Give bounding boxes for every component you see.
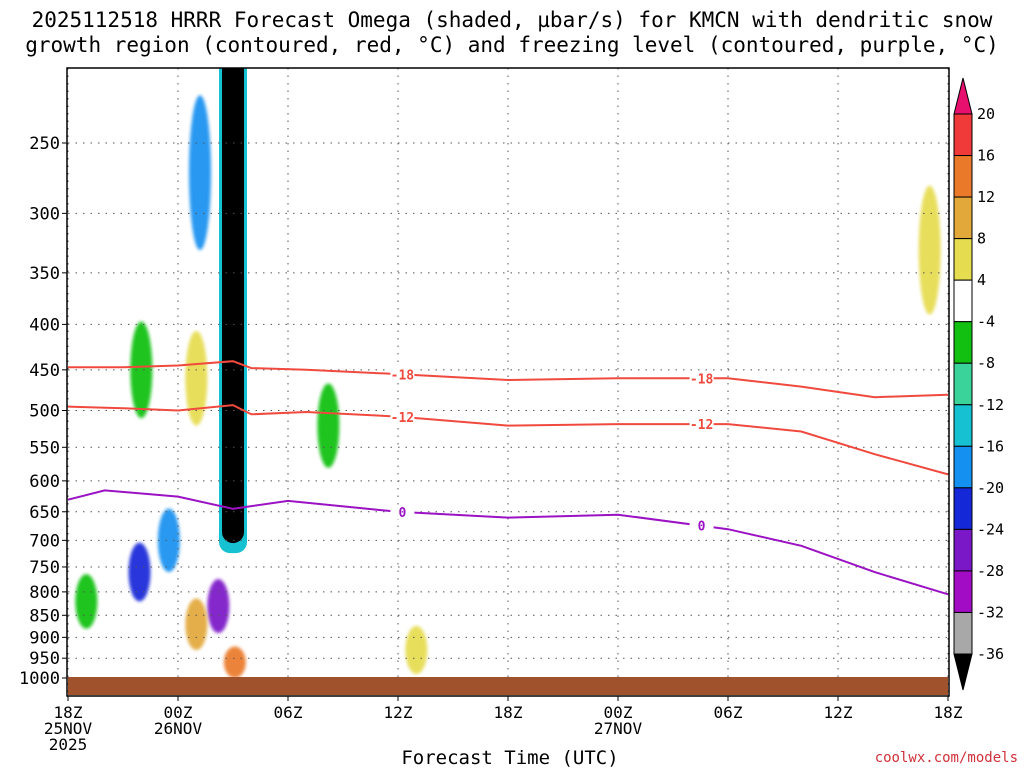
y-tick-label: 350 (29, 264, 60, 284)
omega-feature (185, 331, 208, 426)
omega-feature (128, 542, 151, 602)
colorbar-label: 8 (977, 230, 986, 248)
contour-label-bg (390, 504, 415, 519)
x-tick-label: 12Z (384, 703, 413, 722)
chart-title-line1: 2025112518 HRRR Forecast Omega (shaded, … (31, 8, 993, 32)
y-tick-label: 600 (29, 472, 60, 492)
y-tick-label: 950 (29, 649, 60, 669)
colorbar-label: -16 (977, 437, 1004, 455)
colorbar-label: -24 (977, 520, 1004, 538)
x-tick-label: 12Z (824, 703, 853, 722)
omega-feature (157, 508, 180, 573)
colorbar-label: -28 (977, 562, 1004, 580)
y-tick-label: 800 (29, 583, 60, 603)
y-tick-label: 300 (29, 204, 60, 224)
x-tick-label: 06Z (714, 703, 743, 722)
contour-label-bg (689, 518, 714, 533)
colorbar-swatch (953, 155, 973, 198)
x-tick-label: 18Z (54, 703, 83, 722)
y-tick-label: 550 (29, 438, 60, 458)
contour-label-bg (689, 371, 714, 386)
x-tick-label: 26NOV (154, 719, 203, 738)
x-tick-label: 00Z (164, 703, 193, 722)
omega-feature (317, 383, 340, 468)
colorbar-label: -4 (977, 313, 995, 331)
contour-label: -12 (391, 411, 414, 426)
y-tick-label: 400 (29, 315, 60, 335)
colorbar: 20 16 12 8 4 -4 -8 -12 -16 -20 -24 -28 -32 -36 (953, 77, 1004, 691)
x-tick-label: 18Z (494, 703, 523, 722)
y-tick-label: 900 (29, 628, 60, 648)
colorbar-label: 16 (977, 147, 995, 165)
terrain-bar (68, 677, 948, 695)
omega-feature (189, 95, 211, 251)
pressure-axis: 2503003504004505005506006507007508008509… (19, 134, 67, 689)
x-tick-label: 2025 (49, 735, 88, 754)
omega-feature (75, 574, 98, 629)
colorbar-swatch (953, 404, 973, 447)
colorbar-bottom-arrow (953, 653, 973, 691)
omega-feature (130, 321, 153, 419)
colorbar-swatch (953, 238, 973, 281)
contour-freezing-level (67, 489, 949, 596)
y-tick-label: 250 (29, 134, 60, 154)
colorbar-label: 4 (977, 271, 986, 289)
x-tick-label: 00Z (604, 703, 633, 722)
credit-text: coolwx.com/models (874, 750, 1018, 766)
contour-label-bg (390, 367, 415, 382)
y-tick-label: 700 (29, 531, 60, 551)
colorbar-label: -32 (977, 603, 1004, 621)
omega-feature (223, 646, 246, 678)
colorbar-swatch (953, 528, 973, 572)
omega-feature (185, 598, 208, 650)
colorbar-label: 12 (977, 188, 995, 206)
colorbar-top-arrow (953, 77, 973, 115)
x-tick-label: 25NOV (44, 719, 93, 738)
colorbar-swatch (953, 570, 973, 613)
colorbar-swatch (953, 611, 973, 655)
y-tick-label: 500 (29, 402, 60, 422)
omega-feature (918, 185, 941, 315)
colorbar-swatch (953, 445, 973, 489)
colorbar-label: -8 (977, 354, 995, 372)
y-tick-label: 1000 (19, 669, 60, 689)
omega-feature (207, 579, 230, 634)
x-tick-label: 06Z (274, 703, 303, 722)
contour-label: -18 (690, 372, 714, 387)
colorbar-swatch (953, 196, 973, 240)
contour-label: -12 (690, 418, 713, 433)
colorbar-swatch (953, 113, 973, 157)
colorbar-swatch (953, 362, 973, 406)
omega-core (222, 68, 244, 544)
colorbar-label: 20 (977, 105, 995, 123)
contour-label: -18 (391, 368, 415, 383)
contour-label-bg (390, 409, 415, 424)
temperature-contours: -18 -18 -12 -12 0 0 (67, 360, 949, 596)
colorbar-swatch (953, 321, 973, 364)
colorbar-label: -12 (977, 396, 1004, 414)
x-tick-label: 18Z (934, 703, 963, 722)
colorbar-swatch (953, 487, 973, 530)
contour-label-bg (689, 417, 714, 432)
contour-label: 0 (698, 520, 706, 535)
x-tick-label: 27NOV (594, 719, 643, 738)
y-tick-label: 650 (29, 503, 60, 523)
x-axis-label: Forecast Time (UTC) (401, 747, 618, 768)
y-tick-label: 850 (29, 606, 60, 626)
omega-feature (405, 625, 428, 675)
y-tick-label: 450 (29, 361, 60, 381)
colorbar-label: -20 (977, 479, 1004, 497)
colorbar-swatch (953, 279, 973, 323)
omega-shading (75, 68, 941, 678)
colorbar-label: -36 (977, 645, 1004, 663)
y-tick-label: 750 (29, 558, 60, 578)
chart-title-line2: growth region (contoured, red, °C) and f… (25, 33, 999, 57)
contour-label: 0 (398, 506, 406, 521)
